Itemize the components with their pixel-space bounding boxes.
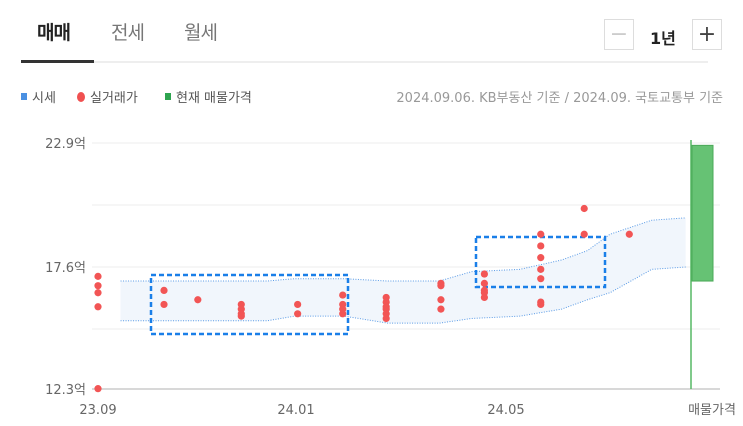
x-tick-label: 매물가격 [688,403,736,418]
transaction-point [480,270,488,278]
highlight-box [149,273,350,336]
transaction-point [580,230,588,238]
legend-transactions: 실거래가 [77,87,138,106]
transaction-point [437,296,445,304]
transaction-point [160,286,168,294]
transaction-point [537,300,545,309]
legend-label: 현재 매물가격 [176,91,252,106]
x-tick-label: 23.09 [79,403,116,418]
period-decrease-button[interactable]: − [604,19,634,50]
legend-listing-price: 현재 매물가격 [165,87,252,106]
tab-jeonse[interactable]: 전세 [111,22,145,44]
tab-divider [21,61,708,63]
green-square-icon [165,93,171,100]
transaction-point [94,282,102,290]
data-source-note: 2024.09.06. KB부동산 기준 / 2024.09. 국토교통부 기준 [396,91,723,106]
transaction-point [537,230,545,238]
minus-icon: − [609,22,629,47]
transaction-point [94,303,102,311]
transaction-point [294,300,302,309]
tab-sale[interactable]: 매매 [37,22,71,44]
transaction-point [294,310,302,318]
transaction-point [194,296,202,304]
blue-square-icon [21,93,27,100]
transaction-point [537,254,545,262]
transaction-point [339,291,347,299]
legend-label: 시세 [32,91,56,106]
period-value: 1년 [650,29,676,48]
y-tick-label: 22.9억 [45,137,86,152]
y-tick-label: 17.6억 [45,261,86,276]
market-price-band [120,217,686,324]
x-tick-label: 24.01 [277,403,314,418]
period-increase-button[interactable]: + [692,19,722,50]
transaction-point [580,204,588,213]
transaction-point [237,312,245,320]
red-dot-icon [77,91,85,102]
listing-price-bar [691,144,714,282]
transaction-point [480,293,488,302]
transaction-point [437,305,445,313]
plus-icon: + [697,22,717,47]
transaction-point [160,300,168,309]
transaction-point [537,242,545,250]
legend-label: 실거래가 [90,91,138,106]
legend-market-price: 시세 [21,87,56,106]
transaction-point [94,385,102,393]
transaction-point [537,265,545,273]
transaction-point [94,272,102,280]
x-tick-label: 24.05 [487,403,524,418]
transaction-point [480,279,488,287]
transaction-point [382,314,390,323]
y-tick-label: 12.3억 [45,383,86,398]
transaction-point [339,310,347,318]
tab-monthly-rent[interactable]: 월세 [184,22,218,44]
transaction-point [537,275,545,283]
transaction-point [625,230,633,238]
active-tab-indicator [21,60,94,63]
transaction-point [94,289,102,297]
transaction-point [437,282,445,290]
